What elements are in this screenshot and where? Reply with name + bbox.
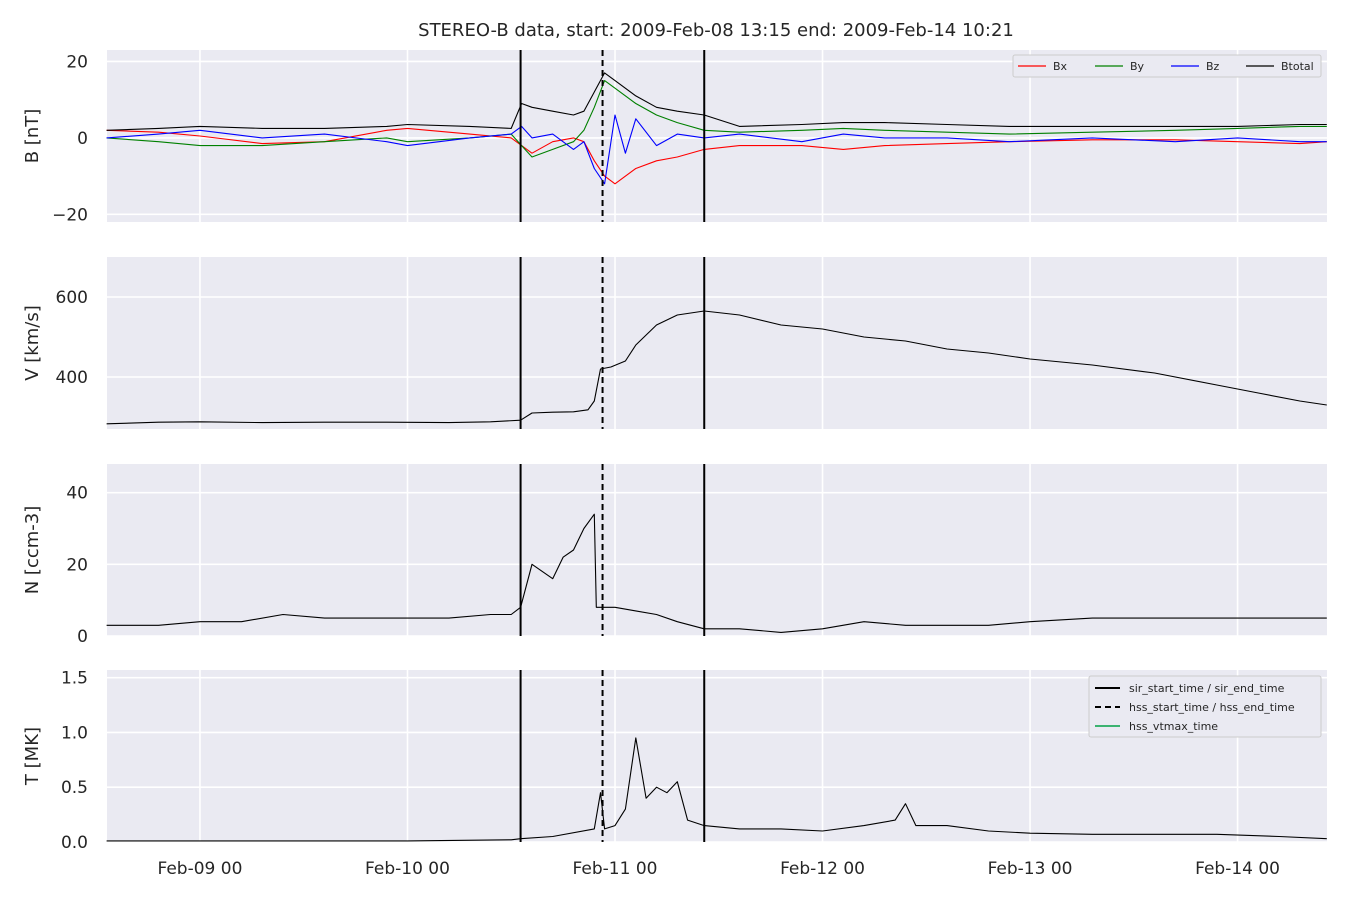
legend-box	[1088, 675, 1322, 738]
y-tick-label: −20	[52, 205, 88, 225]
panel-v: 400 600 V [km/s]	[22, 257, 1327, 429]
y-tick-label: 20	[66, 555, 88, 575]
legend-label-bz: Bz	[1206, 60, 1220, 73]
y-tick-label: 40	[66, 484, 88, 504]
series-n	[106, 513, 1327, 633]
series-bz	[106, 114, 1327, 185]
x-tick-label: Feb-13 00	[988, 859, 1073, 879]
legend-label-by: By	[1130, 60, 1145, 73]
y-tick-label: 400	[56, 368, 88, 388]
legend-label-event: hss_start_time / hss_end_time	[1129, 701, 1295, 714]
legend-label-bx: Bx	[1053, 60, 1068, 73]
panel-background	[107, 464, 1327, 636]
series-bx	[106, 127, 1327, 185]
legend-b: Bx By Bz Btotal	[1012, 54, 1322, 78]
y-tick-label: 0.0	[61, 833, 88, 853]
y-axis-label: T [MK]	[22, 727, 43, 786]
y-tick-label: 20	[66, 52, 88, 72]
legend-label-event: hss_vtmax_time	[1129, 720, 1218, 733]
y-axis-label: V [km/s]	[22, 305, 43, 380]
y-tick-label: 0	[77, 129, 88, 149]
legend-label-event: sir_start_time / sir_end_time	[1129, 682, 1285, 695]
y-tick-label: 0	[77, 627, 88, 647]
x-tick-label: Feb-14 00	[1195, 859, 1280, 879]
series-t	[106, 737, 1327, 842]
chart-title: STEREO-B data, start: 2009-Feb-08 13:15 …	[418, 20, 1014, 41]
y-tick-label: 1.0	[61, 723, 88, 743]
legend-box	[1012, 54, 1322, 78]
panel-n: 0 20 40 N [ccm-3]	[22, 464, 1327, 647]
series-btotal	[106, 72, 1327, 131]
y-tick-label: 0.5	[61, 778, 88, 798]
y-axis-label: N [ccm-3]	[22, 506, 43, 595]
y-tick-label: 1.5	[61, 669, 88, 689]
panel-background	[107, 257, 1327, 429]
x-tick-label: Feb-09 00	[158, 859, 243, 879]
legend-events: sir_start_time / sir_end_time hss_start_t…	[1088, 675, 1322, 738]
series-v	[106, 310, 1327, 425]
x-tick-label: Feb-11 00	[573, 859, 658, 879]
y-tick-label: 600	[56, 288, 88, 308]
legend-label-btotal: Btotal	[1281, 60, 1314, 73]
series-by	[106, 80, 1327, 158]
x-tick-label: Feb-12 00	[780, 859, 865, 879]
y-axis-label: B [nT]	[22, 109, 43, 164]
x-tick-label: Feb-10 00	[365, 859, 450, 879]
